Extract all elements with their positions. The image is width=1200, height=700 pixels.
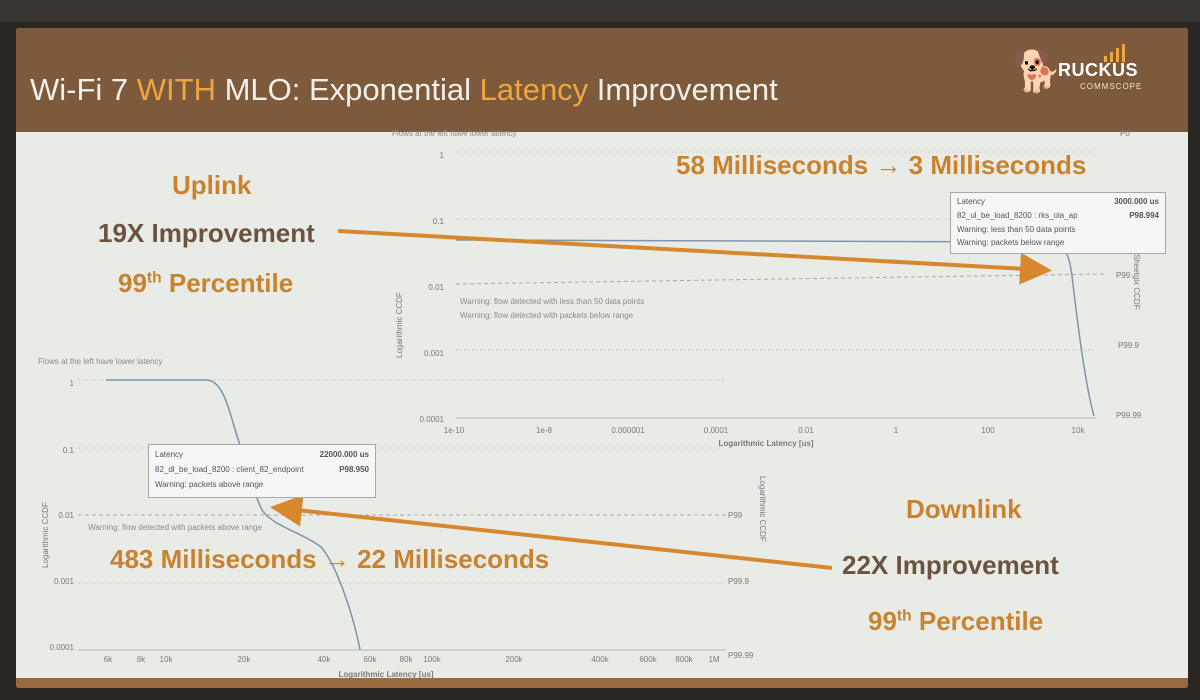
title-bar: Wi-Fi 7 WITH MLO: Exponential Latency Im… — [16, 28, 1188, 132]
bottom-strip — [16, 678, 1188, 688]
downlink-percentile-sup: th — [896, 607, 912, 625]
uplink-warning-1: Warning: flow detected with less than 50… — [460, 297, 644, 306]
uplink-y2-label: Sheetgix CCDF — [1132, 254, 1141, 310]
downlink-arrow — [270, 494, 833, 570]
title-part-1: Wi-Fi 7 — [30, 72, 137, 107]
uplink-warning-2: Warning: flow detected with packets belo… — [460, 311, 634, 320]
room-ceiling — [0, 0, 1200, 22]
downlink-y-tick-1: 1 — [70, 379, 75, 388]
downlink-ccdf-curve — [106, 379, 361, 651]
uplink-y-tick-1: 1 — [440, 151, 445, 160]
uplink-x-label: Logarithmic Latency [us] — [718, 439, 813, 448]
downlink-percentile: 99th Percentile — [868, 606, 1043, 637]
title-part-4: Latency — [479, 72, 589, 107]
downlink-tooltip-warn-1: Warning: packets above range — [155, 480, 264, 489]
uplink-pct-tick-1: P0 — [1120, 129, 1130, 138]
uplink-x-tick-5: 0.01 — [798, 426, 814, 435]
charts-canvas: Flows at the left have lower latency 1 0… — [38, 129, 1142, 679]
downlink-x-tick-10: 400k — [591, 655, 609, 664]
uplink-pct-tick-2: P99 — [1116, 271, 1131, 280]
uplink-tooltip: Latency 3000.000 us 82_ul_be_load_8200 :… — [950, 192, 1166, 254]
uplink-pct-tick-3: P99.9 — [1118, 341, 1139, 350]
uplink-tooltip-label: Latency — [957, 197, 986, 206]
downlink-x-tick-7: 80k — [400, 655, 414, 664]
uplink-x-tick-2: 1e-8 — [536, 426, 553, 435]
downlink-latency-change: 483 Milliseconds → 22 Milliseconds — [110, 544, 550, 574]
ruckus-logo: 🐕 RUCKUS COMMSCOPE — [1012, 42, 1162, 102]
uplink-tooltip-warn-1: Warning: less than 50 data points — [957, 225, 1076, 234]
title-part-2: WITH — [136, 72, 216, 107]
downlink-x-tick-5: 40k — [318, 655, 332, 664]
uplink-x-tick-7: 100 — [981, 426, 995, 435]
uplink-percentile-sup: th — [146, 269, 162, 287]
uplink-y-tick-3: 0.01 — [428, 283, 444, 292]
downlink-x-label: Logarithmic Latency [us] — [338, 670, 433, 679]
uplink-y-tick-4: 0.001 — [424, 349, 445, 358]
signal-bars-icon — [1104, 44, 1125, 62]
uplink-chart-note: Flows at the left have lower latency — [392, 129, 517, 138]
downlink-warning-1: Warning: flow detected with packets abov… — [88, 523, 263, 532]
downlink-y-tick-3: 0.01 — [58, 511, 74, 520]
projection-screen: Wi-Fi 7 WITH MLO: Exponential Latency Im… — [16, 28, 1188, 688]
uplink-x-tick-1: 1e-10 — [444, 426, 465, 435]
uplink-x-tick-6: 1 — [894, 426, 899, 435]
downlink-y-label: Logarithmic CCDF — [41, 502, 50, 568]
dog-logo-icon: 🐕 — [1012, 50, 1062, 94]
downlink-x-tick-13: 1M — [708, 655, 719, 664]
downlink-x-tick-6: 60k — [364, 655, 378, 664]
uplink-y-tick-2: 0.1 — [433, 217, 445, 226]
downlink-x-tick-2: 8k — [137, 655, 146, 664]
uplink-tooltip-warn-2: Warning: packets below range — [957, 238, 1065, 247]
downlink-tooltip-label: Latency — [155, 450, 184, 459]
uplink-x-tick-4: 0.0001 — [704, 426, 729, 435]
downlink-tooltip: Latency 22000.000 us 82_dl_be_load_8200 … — [148, 444, 376, 498]
uplink-tooltip-value: 3000.000 us — [1114, 197, 1159, 206]
downlink-y2-label: Logarithmic CCDF — [758, 476, 767, 542]
downlink-y-tick-4: 0.001 — [54, 577, 75, 586]
downlink-tooltip-flow: 82_dl_be_load_8200 : client_82_endpoint — [155, 465, 304, 474]
uplink-percentile-num: 99 — [118, 268, 147, 298]
downlink-y-tick-2: 0.1 — [63, 446, 75, 455]
downlink-x-tick-11: 600k — [639, 655, 657, 664]
logo-brand: RUCKUS — [1058, 60, 1139, 80]
downlink-tooltip-percentile: P98.950 — [339, 465, 369, 474]
downlink-percentile-word: Percentile — [911, 606, 1044, 636]
uplink-tooltip-flow: 82_ul_be_load_8200 : rks_ola_ap — [957, 211, 1078, 220]
title-part-3: MLO: Exponential — [215, 72, 480, 107]
uplink-y-tick-5: 0.0001 — [420, 415, 445, 424]
uplink-tooltip-percentile: P98.994 — [1129, 211, 1159, 220]
uplink-arrow — [337, 229, 1052, 285]
uplink-latency-change: 58 Milliseconds → 3 Milliseconds — [676, 150, 1087, 180]
uplink-chart: Flows at the left have lower latency 1 0… — [392, 129, 1142, 448]
downlink-x-tick-9: 200k — [505, 655, 523, 664]
uplink-y-label: Logarithmic CCDF — [395, 292, 404, 358]
downlink-improvement: 22X Improvement — [842, 550, 1059, 580]
uplink-percentile-word: Percentile — [161, 268, 294, 298]
downlink-y-tick-5: 0.0001 — [50, 643, 75, 652]
uplink-percentile: 99th Percentile — [118, 268, 293, 299]
downlink-chart-note: Flows at the left have lower latency — [38, 357, 163, 366]
downlink-x-tick-1: 6k — [104, 655, 113, 664]
slide-title: Wi-Fi 7 WITH MLO: Exponential Latency Im… — [30, 72, 778, 108]
downlink-x-tick-4: 20k — [238, 655, 252, 664]
downlink-pct-tick-2: P99.9 — [728, 577, 749, 586]
uplink-improvement: 19X Improvement — [98, 218, 315, 248]
uplink-x-tick-8: 10k — [1072, 426, 1086, 435]
downlink-heading: Downlink — [906, 494, 1022, 524]
uplink-x-tick-3: 0.000001 — [611, 426, 645, 435]
downlink-pct-tick-3: P99.99 — [728, 651, 754, 660]
downlink-tooltip-value: 22000.000 us — [319, 450, 369, 459]
downlink-x-tick-3: 10k — [160, 655, 174, 664]
logo-sub: COMMSCOPE — [1080, 82, 1143, 91]
downlink-x-tick-12: 800k — [675, 655, 693, 664]
downlink-x-tick-8: 100k — [423, 655, 441, 664]
uplink-heading: Uplink — [172, 170, 252, 200]
title-part-5: Improvement — [588, 72, 778, 107]
downlink-percentile-num: 99 — [868, 606, 897, 636]
uplink-pct-tick-4: P99.99 — [1116, 411, 1142, 420]
downlink-pct-tick-1: P99 — [728, 511, 743, 520]
downlink-chart: Flows at the left have lower latency 1 0… — [38, 357, 767, 679]
